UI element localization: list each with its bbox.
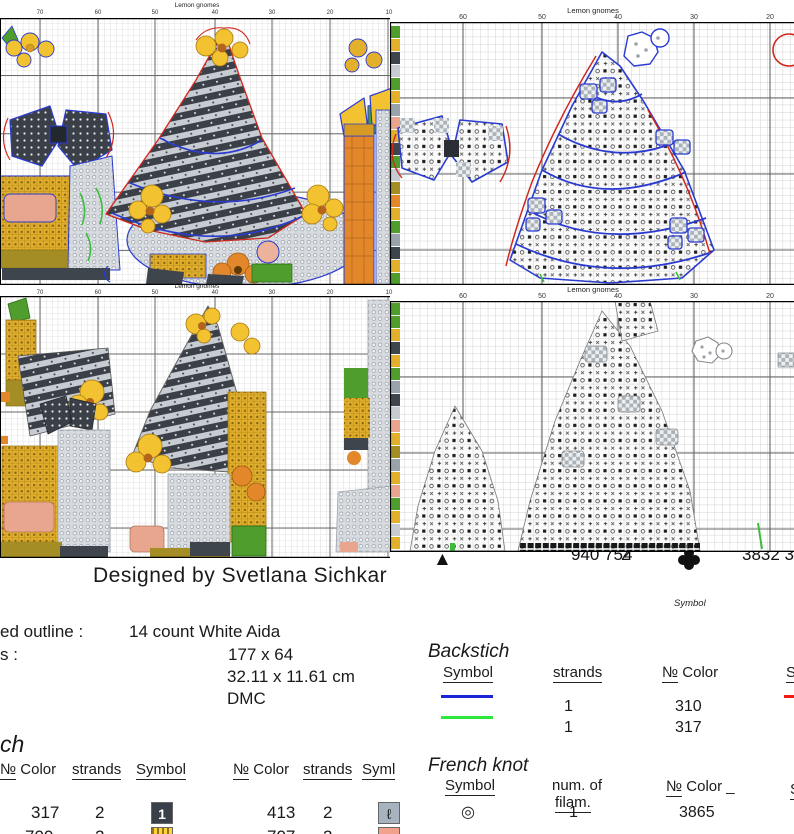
col-header-color: № Color: [662, 664, 719, 683]
chart-panel-top-right: [390, 22, 794, 285]
strands-count: 2: [95, 803, 105, 822]
gnome-figure: [0, 25, 121, 280]
stitch-symbol-swatch: ℓ: [378, 802, 400, 824]
french-knot-heading: French knot: [428, 755, 529, 776]
ruler-tick: 10: [385, 290, 393, 296]
backstitch-strands: 1: [564, 698, 573, 715]
cross-stitch-heading: ch: [0, 731, 25, 757]
ruler-tick: 50: [538, 14, 546, 21]
bw-circle-motif: [691, 336, 733, 364]
ruler-tick: 30: [690, 14, 698, 21]
ruler-tick: 50: [151, 290, 159, 296]
info-label-outline: ed outline :: [0, 622, 84, 641]
backstitch-color-no: 310: [675, 698, 702, 715]
chart-edge-color-sliver: [390, 26, 400, 285]
chart-title-bottom-right: Lemon gnomes: [567, 285, 619, 294]
chart-title-bottom-left: Lemon gnomes: [174, 283, 220, 290]
col-header-color: № Color _: [666, 778, 735, 797]
red-outline-circle: [772, 33, 794, 67]
ruler-tick: 30: [690, 293, 698, 300]
chart-edge-color-sliver: [335, 299, 390, 553]
col-header-symbol: Symbol: [445, 777, 496, 796]
color-number: 413: [267, 803, 296, 822]
bw-cluster: [777, 352, 794, 368]
info-stitch-count: 177 x 64: [228, 645, 294, 664]
bw-cluster: [614, 301, 659, 342]
backstitch-color-no: 317: [675, 719, 702, 736]
col-header-symbol-right: S: [786, 664, 794, 683]
ruler-tick: 60: [94, 290, 102, 296]
french-knot-color-no: 3865: [679, 804, 715, 821]
chart-panel-bottom-left: [0, 296, 390, 558]
gnome-figure: [125, 305, 267, 558]
strands-count: 2: [323, 803, 333, 822]
col-header-symbol-right: S: [790, 781, 794, 800]
chart-panel-top-left: [0, 18, 390, 285]
ruler-tick: 60: [459, 293, 467, 300]
col-header-num: num. of: [552, 777, 603, 794]
backstitch-line-red: [784, 695, 794, 698]
col-header-strands: strands: [72, 761, 122, 780]
ruler-tick: 10: [385, 10, 393, 16]
french-knot-symbol-icon: ◎: [461, 804, 475, 821]
chart-title-top-right: Lemon gnomes: [567, 6, 619, 15]
ruler-tick: 20: [766, 293, 774, 300]
col-header-symbol: Symbol: [136, 761, 187, 780]
ruler-tick: 40: [211, 290, 219, 296]
ruler-tick: 70: [36, 290, 44, 296]
col-header-filam: filam.: [555, 794, 591, 813]
backstitch-line-green: [441, 716, 493, 719]
info-label-s: s :: [0, 645, 18, 664]
ruler-tick: 20: [766, 14, 774, 21]
bw-bow-motif: [391, 115, 511, 183]
strands-count: 2: [323, 827, 332, 834]
gnome-figure: [0, 297, 116, 558]
backstitch-heading: Backstich: [428, 641, 510, 662]
ruler-tick: 70: [36, 10, 44, 16]
bw-gnome-large: [517, 310, 701, 552]
french-knot-num: 1: [569, 804, 578, 821]
stitch-symbol-swatch: [378, 827, 400, 834]
col-header-symbol: Symbol: [443, 664, 494, 683]
chart-edge-color-sliver: [390, 303, 400, 549]
col-header-symbol: Syml: [362, 761, 396, 780]
ruler-tick: 30: [268, 290, 276, 296]
stitch-symbol-swatch: [151, 827, 173, 834]
occluded-strands: 2: [621, 545, 631, 564]
info-thread-brand: DMC: [227, 689, 266, 708]
bw-gnome-figure: [505, 51, 715, 284]
ruler-tick: 40: [211, 10, 219, 16]
color-number: 317: [31, 803, 60, 822]
backstitch-line-blue: [441, 695, 493, 698]
info-size-cm: 32.11 x 11.61 cm: [227, 667, 355, 686]
col-header-color: № Color: [0, 761, 57, 780]
stitch-symbol-swatch: 1: [151, 802, 173, 824]
strands-count: 2: [95, 827, 104, 834]
color-number: 707: [267, 827, 295, 834]
ruler-tick: 20: [326, 290, 334, 296]
color-number: 700: [25, 827, 53, 834]
col-header-strands: strands: [303, 761, 353, 780]
ruler-tick: 40: [614, 14, 622, 21]
ruler-tick: 50: [538, 293, 546, 300]
info-fabric: 14 count White Aida: [129, 622, 281, 641]
designer-credit: Designed by Svetlana Sichkar: [93, 564, 388, 587]
backstitch-strands: 1: [564, 719, 573, 736]
gnome-figure: [339, 38, 390, 285]
ruler-tick: 40: [614, 293, 622, 300]
col-header-color: № Color: [233, 761, 290, 780]
ruler-tick: 60: [459, 14, 467, 21]
chart-title-top-left: Lemon gnomes: [174, 2, 220, 9]
ruler-tick: 30: [268, 10, 276, 16]
col-header-strands: strands: [553, 664, 603, 683]
ruler-tick: 50: [151, 10, 159, 16]
ruler-tick: 60: [94, 10, 102, 16]
ruler-tick: 20: [326, 10, 334, 16]
bw-circle-motif: [623, 28, 670, 67]
chart-panel-bottom-right: [390, 301, 794, 552]
triangle-symbol-icon: ▲: [433, 549, 452, 570]
symbol-caption: Symbol: [674, 598, 706, 609]
